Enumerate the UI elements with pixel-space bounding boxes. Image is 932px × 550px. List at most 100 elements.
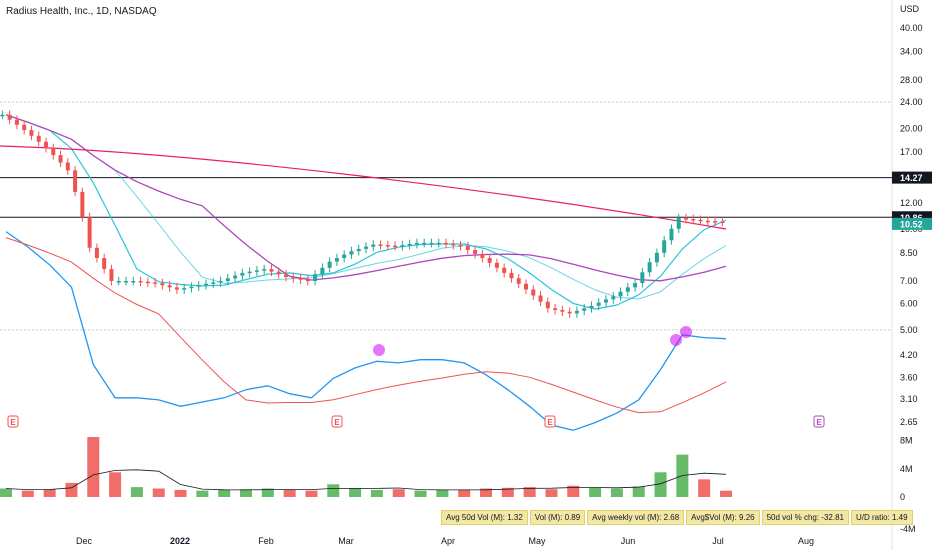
candle-body xyxy=(298,278,303,280)
volume-bar xyxy=(109,472,122,497)
candle-body xyxy=(422,242,427,245)
candle-body xyxy=(334,258,339,262)
candle-body xyxy=(305,279,310,282)
candle-body xyxy=(720,221,725,224)
candle-body xyxy=(633,283,638,288)
volume-bar xyxy=(610,488,623,497)
time-tick-label: Jun xyxy=(621,536,636,546)
volume-stat-chip: Avg$Vol (M): 9.26 xyxy=(686,510,760,525)
candle-body xyxy=(327,261,332,268)
candle-body xyxy=(414,242,419,245)
candle-body xyxy=(342,254,347,259)
svg-text:14.27: 14.27 xyxy=(900,173,923,183)
candle-body xyxy=(320,267,325,275)
earnings-event-icon[interactable]: E xyxy=(544,415,556,428)
relative-strength-line xyxy=(5,231,727,431)
candle-body xyxy=(618,291,623,297)
rs-new-high-marker xyxy=(680,326,692,338)
candle-body xyxy=(36,135,41,142)
price-tick-label: 20.00 xyxy=(900,124,923,134)
candle-body xyxy=(611,296,616,300)
earnings-event-icon[interactable]: E xyxy=(7,415,19,428)
candle-body xyxy=(94,247,99,259)
volume-bar xyxy=(261,488,274,497)
volume-stats-bar: Avg 50d Vol (M): 1.32 Vol (M): 0.89 Avg we… xyxy=(441,510,913,525)
candle-body xyxy=(676,218,681,229)
price-tick-label: 3.60 xyxy=(900,373,918,383)
candle-body xyxy=(22,124,27,131)
candle-body xyxy=(516,278,521,284)
candle-body xyxy=(284,274,288,277)
volume-bar xyxy=(87,437,100,497)
volume-stat-chip: Avg weekly vol (M): 2.68 xyxy=(587,510,685,525)
candle-body xyxy=(254,270,259,272)
candle-body xyxy=(451,243,456,246)
candle-body xyxy=(604,299,608,303)
candle-body xyxy=(465,246,470,251)
time-tick-label: Aug xyxy=(798,536,814,546)
candle-body xyxy=(291,276,296,279)
candle-body xyxy=(538,295,543,302)
volume-bar xyxy=(174,489,187,497)
ma-long-line xyxy=(0,145,727,230)
volume-tick-label: 4M xyxy=(900,464,913,474)
candle-body xyxy=(589,305,594,309)
candle-body xyxy=(400,245,405,247)
candle-body xyxy=(58,155,63,163)
candle-body xyxy=(240,272,245,276)
candle-body xyxy=(487,258,492,263)
candle-body xyxy=(378,244,383,247)
candle-body xyxy=(189,286,194,289)
price-tag-line-level: 14.27 xyxy=(892,171,932,184)
candle-body xyxy=(480,253,485,259)
candle-body xyxy=(145,281,150,284)
candle-body xyxy=(0,114,5,117)
volume-bar xyxy=(501,487,514,497)
earnings-event-icon[interactable]: E xyxy=(331,415,343,428)
volume-bar xyxy=(152,488,165,497)
price-tick-label: 8.50 xyxy=(900,248,918,258)
candle-body xyxy=(640,272,645,284)
candle-body xyxy=(364,246,368,249)
candle-body xyxy=(531,289,536,296)
candle-body xyxy=(174,287,179,290)
volume-bar xyxy=(21,490,34,497)
time-axis[interactable]: Dec 2022 Feb Mar Apr May Jun Jul Aug xyxy=(76,536,814,546)
candle-body xyxy=(124,281,128,283)
volume-bar xyxy=(370,489,383,497)
volume-bar xyxy=(283,489,296,497)
currency-label: USD xyxy=(900,4,920,14)
candle-body xyxy=(393,245,398,248)
earnings-event-icon[interactable]: E xyxy=(813,415,825,428)
volume-bar xyxy=(567,485,580,497)
volume-bar xyxy=(305,490,318,497)
candle-body xyxy=(691,218,696,221)
volume-bar xyxy=(414,490,427,497)
candle-body xyxy=(444,242,448,245)
price-tick-label: 12.00 xyxy=(900,198,923,208)
moving-averages xyxy=(0,114,727,310)
volume-bar xyxy=(545,489,558,497)
svg-text:E: E xyxy=(10,418,16,427)
candle-body xyxy=(458,245,463,247)
candle-body xyxy=(567,311,572,314)
volume-bar xyxy=(218,489,231,497)
volume-stat-chip: Avg 50d Vol (M): 1.32 xyxy=(441,510,528,525)
volume-bars xyxy=(0,437,732,497)
rs-ma-line xyxy=(5,237,727,414)
candle-body xyxy=(218,281,223,283)
time-tick-label: May xyxy=(528,536,546,546)
volume-bar xyxy=(436,489,449,497)
volume-bar xyxy=(392,489,405,497)
candle-body xyxy=(80,191,85,218)
time-tick-label: 2022 xyxy=(170,536,190,546)
candle-body xyxy=(473,250,478,254)
price-axis[interactable]: 40.0034.0028.0024.0020.0017.0012.0010.00… xyxy=(892,4,932,534)
volume-bar xyxy=(327,484,340,497)
svg-text:E: E xyxy=(816,418,822,427)
chart-title: Radius Health, Inc., 1D, NASDAQ xyxy=(6,6,157,17)
candle-body xyxy=(509,272,514,279)
volume-stat-chip: 50d vol % chg: -32.81 xyxy=(761,510,849,525)
